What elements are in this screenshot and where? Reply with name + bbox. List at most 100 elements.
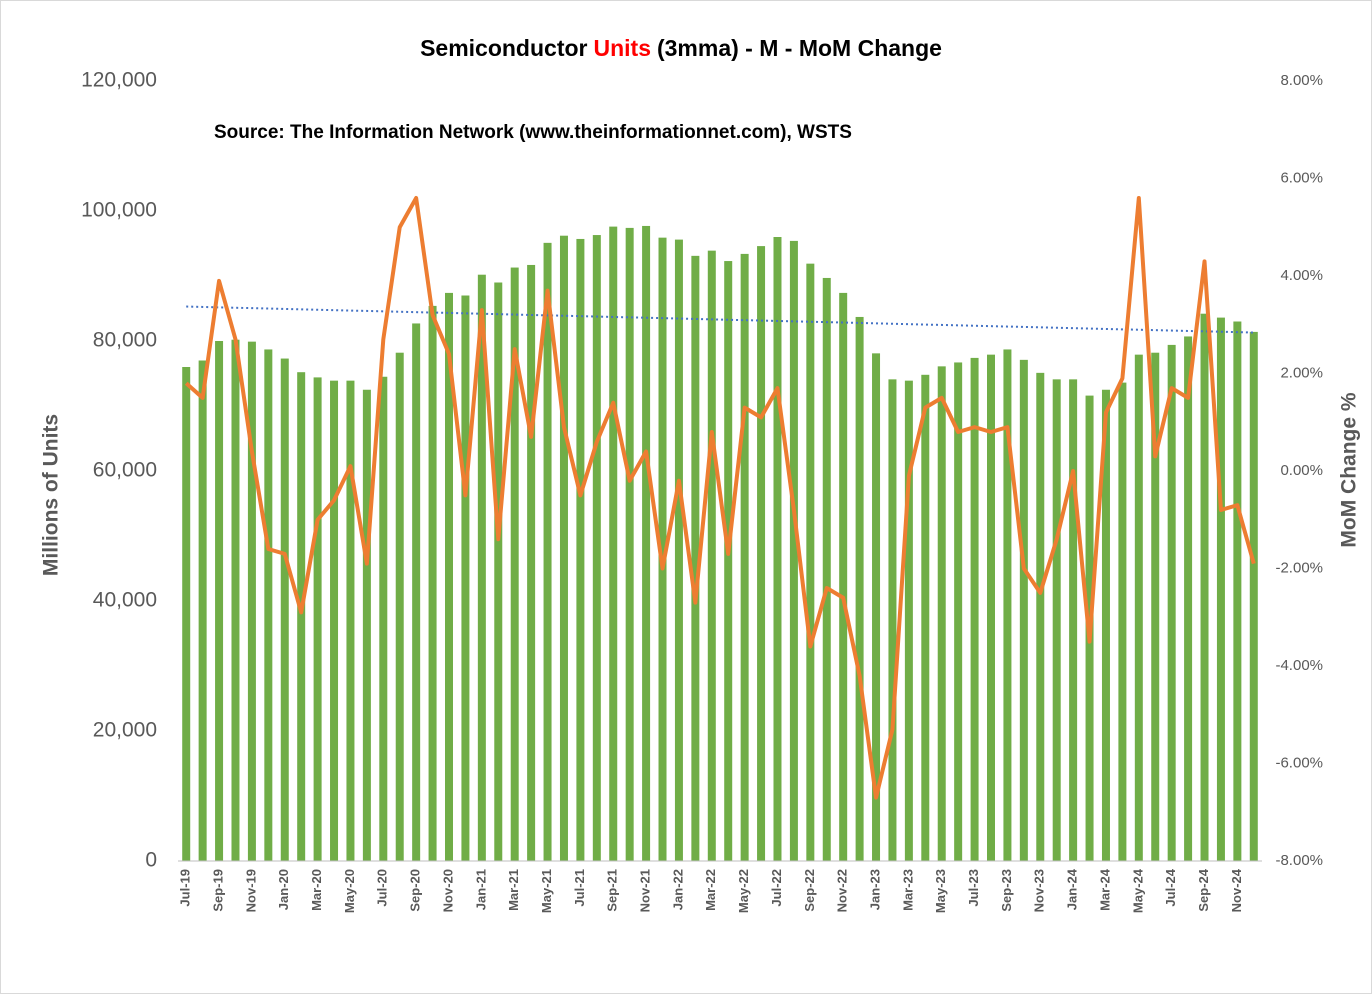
- title-part: (3mma) - M - MoM Change: [657, 35, 942, 61]
- bar: [872, 353, 881, 861]
- y2-tick-label: -2.00%: [1275, 559, 1323, 576]
- y-tick-label: 20,000: [93, 719, 157, 742]
- y2-tick-label: 2.00%: [1280, 364, 1323, 381]
- x-tick-label: Sep-19: [210, 869, 225, 912]
- x-tick-label: Mar-21: [506, 869, 521, 911]
- bar: [789, 240, 798, 861]
- x-tick-label: Jan-24: [1065, 868, 1080, 910]
- bar: [724, 261, 733, 861]
- bar: [543, 242, 552, 862]
- y2-axis-label: MoM Change %: [1338, 392, 1361, 547]
- x-tick-label: Jan-22: [670, 869, 685, 910]
- bar: [477, 274, 486, 861]
- y2-tick-label: -8.00%: [1275, 852, 1323, 869]
- bar: [330, 380, 339, 861]
- x-tick-label: Jan-23: [867, 869, 882, 910]
- x-tick-label: Sep-22: [802, 869, 817, 912]
- bar: [1249, 331, 1258, 861]
- x-tick-label: Nov-23: [1032, 869, 1047, 912]
- bar: [445, 292, 453, 861]
- bar: [1019, 359, 1028, 861]
- bar: [559, 235, 568, 861]
- x-tick-label: Nov-24: [1229, 868, 1244, 912]
- bar: [215, 341, 224, 861]
- bar: [888, 379, 897, 861]
- chart-subtitle: Source: The Information Network (www.the…: [214, 122, 852, 143]
- bar: [1118, 382, 1127, 861]
- x-tick-label: Mar-24: [1097, 868, 1112, 911]
- bar: [461, 295, 470, 861]
- bar: [855, 316, 864, 861]
- x-tick-label: Sep-24: [1196, 868, 1211, 911]
- bar: [1069, 379, 1078, 861]
- y-tick-label: 60,000: [93, 459, 157, 482]
- bar: [987, 354, 995, 861]
- bar: [691, 255, 700, 862]
- x-tick-label: May-21: [539, 869, 554, 913]
- bar: [904, 380, 913, 861]
- x-tick-label: Jul-19: [178, 869, 193, 907]
- bar: [1216, 317, 1225, 862]
- title-part: Semiconductor: [420, 35, 587, 61]
- bar: [510, 267, 519, 861]
- y2-tick-label: 4.00%: [1280, 267, 1323, 284]
- bar: [247, 341, 256, 861]
- bar: [839, 292, 848, 861]
- x-tick-label: Jul-20: [375, 869, 390, 907]
- bar: [362, 389, 371, 861]
- x-tick-label: May-22: [736, 869, 751, 913]
- x-tick-label: Jul-23: [966, 869, 981, 907]
- x-tick-label: Jan-20: [276, 869, 291, 910]
- x-tick-label: Jul-22: [769, 869, 784, 907]
- x-tick-label: Mar-20: [309, 869, 324, 911]
- bar: [576, 238, 585, 861]
- bar: [297, 372, 306, 861]
- bar: [527, 264, 536, 861]
- bar: [313, 377, 322, 861]
- bar: [1184, 336, 1193, 861]
- bar: [428, 305, 437, 861]
- bar: [1003, 349, 1012, 861]
- bar: [592, 235, 601, 862]
- bar: [346, 380, 355, 861]
- x-tick-label: Mar-23: [900, 869, 915, 911]
- bar: [674, 239, 683, 862]
- x-tick-label: Sep-23: [999, 869, 1014, 912]
- bar: [707, 250, 716, 861]
- y2-tick-label: 6.00%: [1280, 169, 1323, 186]
- bar: [231, 339, 240, 861]
- x-tick-label: Nov-21: [638, 869, 653, 912]
- bar: [1200, 313, 1209, 861]
- y-tick-label: 40,000: [93, 589, 157, 612]
- bar: [773, 237, 782, 861]
- bar: [658, 237, 667, 861]
- y-axis-label: Millions of Units: [40, 414, 63, 576]
- x-tick-label: May-23: [933, 869, 948, 913]
- bar: [806, 263, 815, 861]
- chart-title: Semiconductor Units (3mma) - M - MoM Chang…: [420, 35, 942, 61]
- x-tick-label: Mar-22: [703, 869, 718, 911]
- bar: [937, 366, 946, 861]
- x-tick-label: Nov-20: [440, 869, 455, 912]
- x-tick-label: Sep-20: [408, 869, 423, 912]
- bar: [757, 246, 766, 862]
- bar: [395, 352, 404, 861]
- bar: [740, 253, 749, 861]
- x-tick-label: Nov-22: [835, 869, 850, 912]
- x-tick-label: May-24: [1130, 868, 1145, 913]
- y2-tick-label: 0.00%: [1280, 462, 1323, 479]
- x-tick-label: Jan-21: [473, 869, 488, 910]
- x-tick-label: Jul-21: [572, 869, 587, 907]
- bar: [625, 227, 634, 861]
- bar: [412, 323, 421, 861]
- bar: [822, 277, 831, 861]
- bar: [379, 376, 388, 861]
- y2-tick-label: 8.00%: [1280, 72, 1323, 89]
- line: [184, 196, 1256, 800]
- y2-tick-label: -4.00%: [1275, 657, 1323, 674]
- y2-tick-label: -6.00%: [1275, 754, 1323, 771]
- y-tick-label: 0: [145, 849, 157, 872]
